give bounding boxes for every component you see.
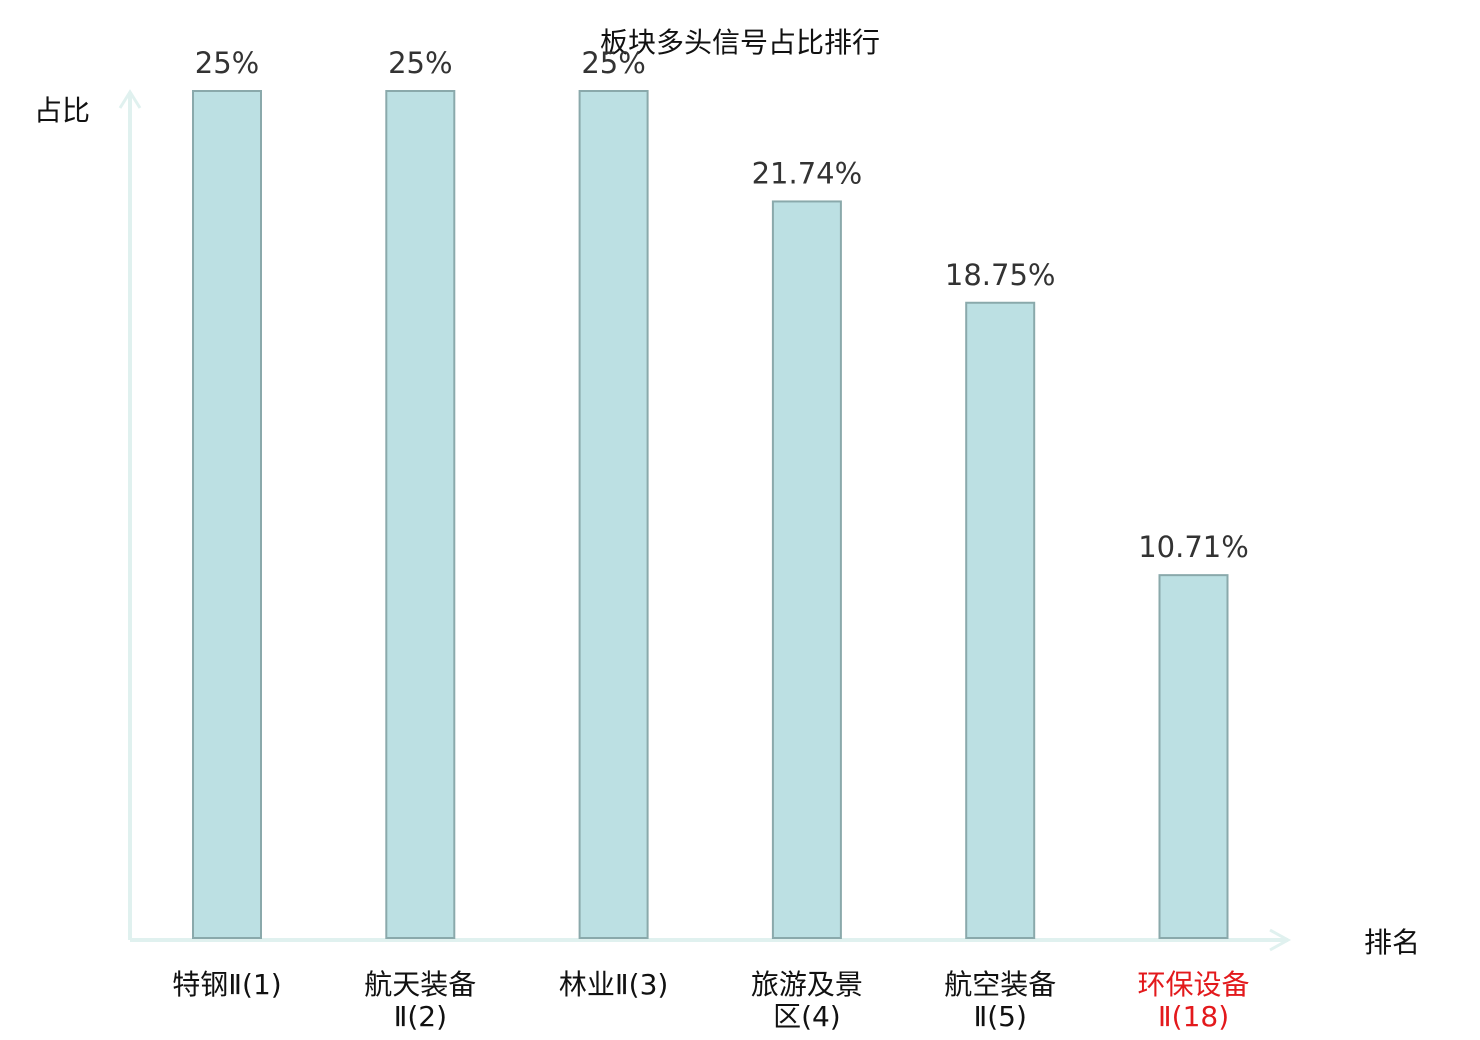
- bar-value-label-4: 21.74%: [752, 156, 863, 190]
- y-axis-arrow: [118, 89, 142, 109]
- chart-title: 板块多头信号占比排行: [600, 26, 880, 59]
- y-axis-label: 占比: [34, 94, 90, 127]
- category-label-6-line-2: Ⅱ(18): [1158, 1000, 1229, 1033]
- bar-value-label-5: 18.75%: [945, 258, 1056, 292]
- category-label-1: 特钢Ⅱ(1): [172, 968, 281, 1001]
- category-label-5-line-1: 航空装备: [944, 968, 1056, 1001]
- category-label-3: 林业Ⅱ(3): [559, 968, 668, 1001]
- bar-value-label-6: 10.71%: [1138, 530, 1249, 564]
- category-label-5-line-2: Ⅱ(5): [973, 1000, 1026, 1033]
- bar-value-label-2: 25%: [388, 46, 452, 80]
- bar-value-label-3: 25%: [581, 46, 645, 80]
- bar-4: [771, 200, 842, 940]
- category-label-2-line-1: 航天装备: [364, 968, 476, 1001]
- category-label-2-line-2: Ⅱ(2): [394, 1000, 447, 1033]
- bar-2: [385, 90, 456, 939]
- x-axis-label: 排名: [1364, 926, 1420, 959]
- bar-value-label-1: 25%: [195, 46, 259, 80]
- bar-5: [965, 301, 1036, 939]
- bar-3: [578, 90, 649, 939]
- bar-1: [192, 90, 262, 939]
- category-label-6-line-1: 环保设备: [1137, 968, 1249, 1001]
- bar-6: [1158, 574, 1229, 939]
- category-label-4-line-2: 区(4): [773, 1000, 841, 1033]
- category-label-4-line-1: 旅游及景: [751, 968, 863, 1001]
- x-axis-arrow: [1269, 928, 1292, 952]
